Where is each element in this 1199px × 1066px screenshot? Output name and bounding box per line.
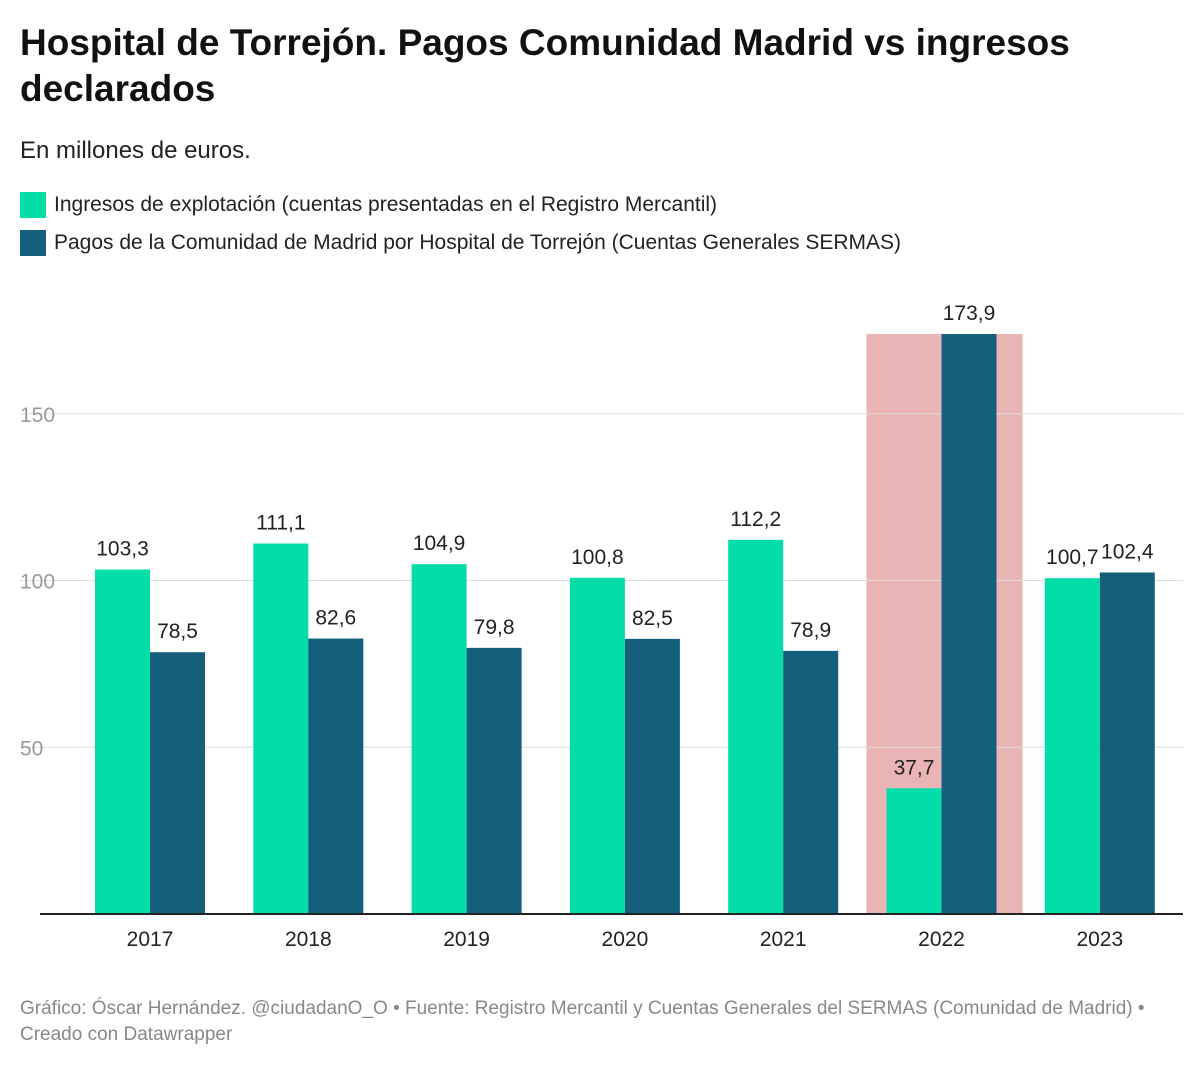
- bar-pagos-2019: [466, 647, 522, 914]
- data-label-pagos-2020: 82,5: [632, 607, 673, 630]
- legend-item-pagos: Pagos de la Comunidad de Madrid por Hosp…: [20, 224, 901, 262]
- bar-ingresos-2023: [1044, 578, 1100, 914]
- data-label-pagos-2019: 79,8: [474, 616, 515, 639]
- x-tick-label-2020: 2020: [602, 928, 649, 951]
- x-tick-label-2023: 2023: [1076, 928, 1123, 951]
- chart-title: Hospital de Torrejón. Pagos Comunidad Ma…: [20, 22, 1070, 109]
- data-label-pagos-2022: 173,9: [943, 302, 996, 325]
- data-label-ingresos-2022: 37,7: [894, 756, 935, 779]
- data-label-ingresos-2017: 103,3: [96, 537, 149, 560]
- bar-pagos-2021: [783, 650, 839, 914]
- data-label-ingresos-2023: 100,7: [1046, 546, 1099, 569]
- bar-pagos-2017: [150, 652, 205, 914]
- x-tick-label-2021: 2021: [760, 928, 807, 951]
- legend-item-ingresos: Ingresos de explotación (cuentas present…: [20, 186, 901, 224]
- y-tick-label-150: 150: [20, 404, 55, 427]
- data-label-ingresos-2021: 112,2: [730, 508, 781, 531]
- legend-label-pagos: Pagos de la Comunidad de Madrid por Hosp…: [54, 231, 902, 254]
- data-label-pagos-2021: 78,9: [790, 619, 831, 642]
- data-label-pagos-2023: 102,4: [1101, 540, 1154, 563]
- x-tick-label-2017: 2017: [127, 928, 174, 951]
- data-label-ingresos-2019: 104,9: [413, 532, 466, 555]
- bar-pagos-2022: [941, 334, 997, 915]
- y-tick-label-100: 100: [20, 571, 55, 594]
- bar-pagos-2018: [308, 638, 364, 914]
- chart-subtitle: En millones de euros.: [20, 137, 251, 164]
- bar-ingresos-2019: [411, 564, 467, 914]
- bar-pagos-2023: [1099, 572, 1155, 914]
- x-tick-label-2018: 2018: [285, 928, 332, 951]
- bar-pagos-2020: [624, 638, 680, 914]
- bar-ingresos-2017: [95, 569, 150, 914]
- data-label-ingresos-2020: 100,8: [571, 546, 624, 569]
- chart-footer: Gráfico: Óscar Hernández. @ciudadanO_O •…: [20, 998, 1145, 1045]
- bar-ingresos-2020: [569, 577, 625, 914]
- y-tick-label-50: 50: [20, 737, 43, 760]
- data-label-pagos-2017: 78,5: [157, 620, 198, 643]
- x-tick-label-2019: 2019: [443, 928, 490, 951]
- legend-swatch-pagos: [20, 230, 46, 256]
- bar-ingresos-2018: [253, 543, 309, 914]
- legend-label-ingresos: Ingresos de explotación (cuentas present…: [54, 193, 718, 216]
- bar-ingresos-2021: [728, 539, 784, 914]
- bar-chart: 50 100 150 103,3 78,5 2017 111,1 82,6 2018 104,9 7…: [20, 302, 1183, 951]
- x-tick-label-2022: 2022: [918, 928, 965, 951]
- legend: Ingresos de explotación (cuentas present…: [20, 186, 901, 262]
- data-label-ingresos-2018: 111,1: [256, 511, 305, 534]
- legend-swatch-ingresos: [20, 192, 46, 218]
- bar-ingresos-2022: [886, 788, 942, 914]
- data-label-pagos-2018: 82,6: [315, 607, 356, 630]
